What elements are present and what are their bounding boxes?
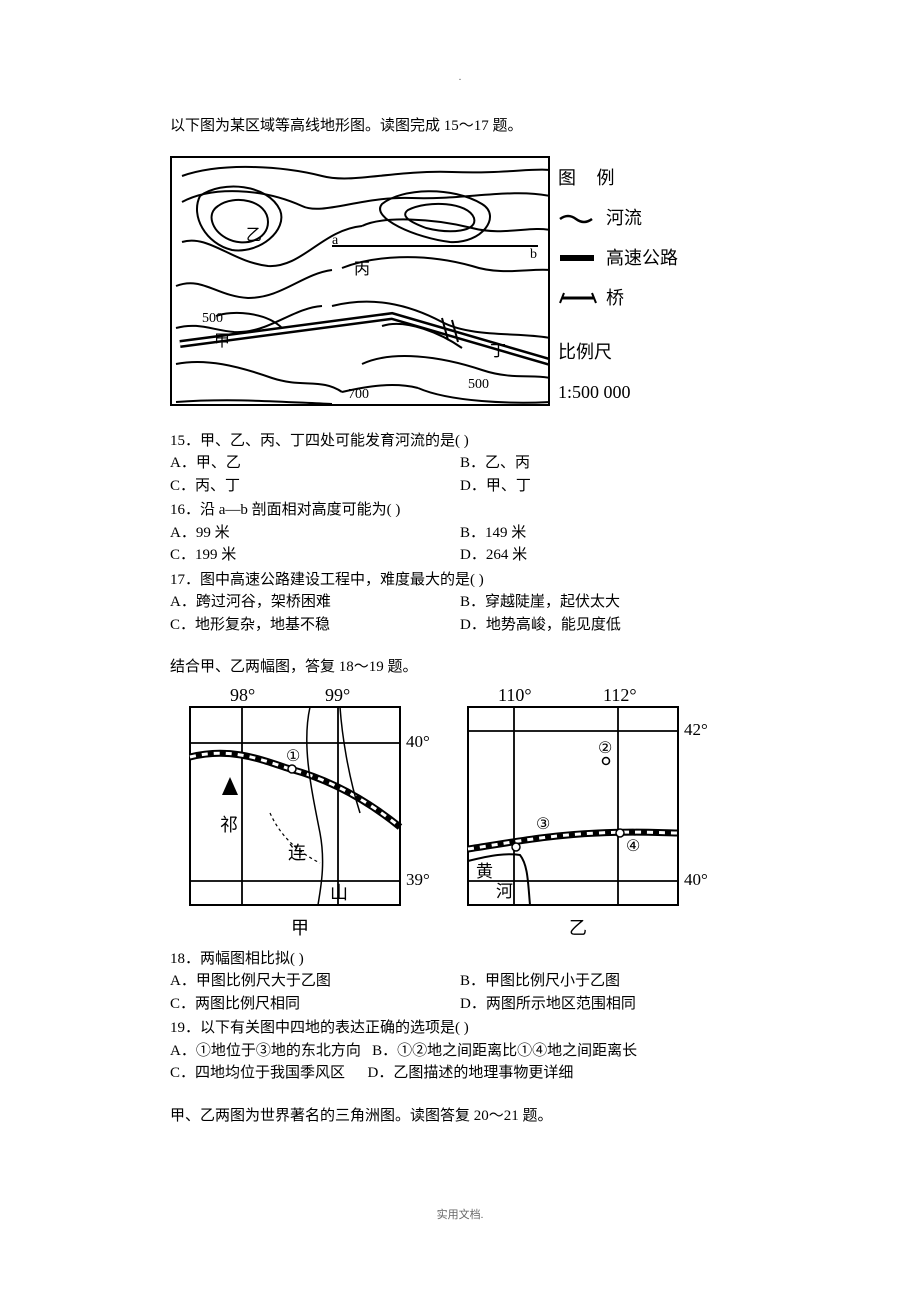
q19-opt-a: A．①地位于③地的东北方向 B．①②地之间距离比①④地之间距离长 — [170, 1040, 750, 1063]
q17-opt-b: B．穿越陡崖，起伏太大 — [460, 591, 750, 614]
intro-20-21: 甲、乙两图为世界著名的三角洲图。读图答复 20～21 题。 — [170, 1105, 750, 1128]
lon-110: 110° — [498, 685, 532, 705]
label-500a: 500 — [202, 308, 223, 329]
label-jia: 甲 — [214, 330, 230, 354]
intro-18-19: 结合甲、乙两幅图，答复 18～19 题。 — [170, 656, 750, 679]
map-jia: 98° 99° 40° 39° ① — [170, 683, 430, 913]
bridge-icon — [558, 291, 598, 305]
q16-stem: 16．沿 a—b 剖面相对高度可能为( ) — [170, 499, 750, 522]
map-yi: 110° 112° 42° 40° ② ③ ④ — [448, 683, 708, 913]
he: 河 — [496, 882, 513, 901]
q18-opt-d: D．两图所示地区范围相同 — [460, 993, 750, 1016]
legend-title: 图 例 — [558, 160, 678, 196]
q16-opt-d: D．264 米 — [460, 544, 750, 567]
label-ding: 丁 — [490, 340, 506, 364]
legend-scale-label: 比例尺 — [558, 334, 678, 370]
point-1: ① — [286, 748, 300, 765]
q15-stem: 15．甲、乙、丙、丁四处可能发育河流的是( ) — [170, 430, 750, 453]
map-jia-svg: 98° 99° 40° 39° ① — [170, 683, 430, 913]
qilian-shan: 山 — [330, 883, 348, 903]
question-19: 19．以下有关图中四地的表达正确的选项是( ) A．①地位于③地的东北方向 B．… — [170, 1017, 750, 1085]
q18-stem: 18．两幅图相比拟( ) — [170, 948, 750, 971]
intro-15-17: 以下图为某区域等高线地形图。读图完成 15～17 题。 — [170, 115, 750, 138]
legend-river: 河流 — [606, 200, 642, 236]
label-b: b — [530, 244, 537, 265]
lat-39: 39° — [406, 870, 430, 889]
map-jia-label: 甲 — [170, 915, 430, 942]
contour-map: 甲 乙 丙 丁 a b 500 500 700 — [170, 156, 550, 406]
point-3: ③ — [536, 816, 550, 833]
lon-98: 98° — [230, 685, 255, 705]
map-yi-label: 乙 — [448, 915, 708, 942]
figure-1-area: 甲 乙 丙 丁 a b 500 500 700 图 例 河流 高速公路 桥 比例… — [170, 156, 750, 410]
figure-2-area: 98° 99° 40° 39° ① — [170, 683, 750, 942]
question-18: 18．两幅图相比拟( ) A．甲图比例尺大于乙图 B．甲图比例尺小于乙图 C．两… — [170, 948, 750, 1016]
q15-opt-c: C．丙、丁 — [170, 475, 460, 498]
label-700: 700 — [348, 384, 369, 405]
qilian-qi: 祁 — [220, 815, 238, 835]
huang: 黄 — [476, 862, 493, 881]
q16-opt-a: A．99 米 — [170, 522, 460, 545]
q15-opt-a: A．甲、乙 — [170, 452, 460, 475]
river-icon — [558, 211, 598, 225]
highway-icon — [558, 251, 598, 265]
question-16: 16．沿 a—b 剖面相对高度可能为( ) A．99 米 B．149 米 C．1… — [170, 499, 750, 567]
q18-opt-a: A．甲图比例尺大于乙图 — [170, 970, 460, 993]
point-4: ④ — [626, 838, 640, 855]
q17-opt-c: C．地形复杂，地基不稳 — [170, 614, 460, 637]
lon-112: 112° — [603, 685, 637, 705]
q16-opt-b: B．149 米 — [460, 522, 750, 545]
map-jia-wrap: 98° 99° 40° 39° ① — [170, 683, 430, 942]
q19-stem: 19．以下有关图中四地的表达正确的选项是( ) — [170, 1017, 750, 1040]
contour-map-svg — [172, 158, 550, 406]
page-top-marker: . — [170, 70, 750, 85]
label-bing: 丙 — [354, 258, 370, 282]
legend: 图 例 河流 高速公路 桥 比例尺 1:500 000 — [558, 156, 678, 410]
lat-40b: 40° — [684, 870, 708, 889]
q15-opt-d: D．甲、丁 — [460, 475, 750, 498]
label-yi: 乙 — [246, 224, 262, 248]
legend-highway: 高速公路 — [606, 240, 678, 276]
lat-40: 40° — [406, 732, 430, 751]
question-17: 17．图中高速公路建设工程中，难度最大的是( ) A．跨过河谷，架桥困难 B．穿… — [170, 569, 750, 637]
q17-opt-d: D．地势高峻，能见度低 — [460, 614, 750, 637]
q17-opt-a: A．跨过河谷，架桥困难 — [170, 591, 460, 614]
q18-opt-c: C．两图比例尺相同 — [170, 993, 460, 1016]
label-500b: 500 — [468, 374, 489, 395]
map-yi-wrap: 110° 112° 42° 40° ② ③ ④ — [448, 683, 708, 942]
q17-stem: 17．图中高速公路建设工程中，难度最大的是( ) — [170, 569, 750, 592]
point-2: ② — [598, 740, 612, 757]
q15-opt-b: B．乙、丙 — [460, 452, 750, 475]
label-a: a — [332, 230, 338, 251]
lon-99: 99° — [325, 685, 350, 705]
legend-scale-value: 1:500 000 — [558, 374, 678, 410]
map-yi-svg: 110° 112° 42° 40° ② ③ ④ — [448, 683, 708, 913]
lat-42: 42° — [684, 720, 708, 739]
question-15: 15．甲、乙、丙、丁四处可能发育河流的是( ) A．甲、乙 B．乙、丙 C．丙、… — [170, 430, 750, 498]
q18-opt-b: B．甲图比例尺小于乙图 — [460, 970, 750, 993]
legend-bridge: 桥 — [606, 280, 624, 316]
q19-opt-c: C．四地均位于我国季风区 D．乙图描述的地理事物更详细 — [170, 1062, 750, 1085]
qilian-lian: 连 — [288, 843, 306, 863]
q16-opt-c: C．199 米 — [170, 544, 460, 567]
page-footer: 实用文档. — [170, 1207, 750, 1224]
